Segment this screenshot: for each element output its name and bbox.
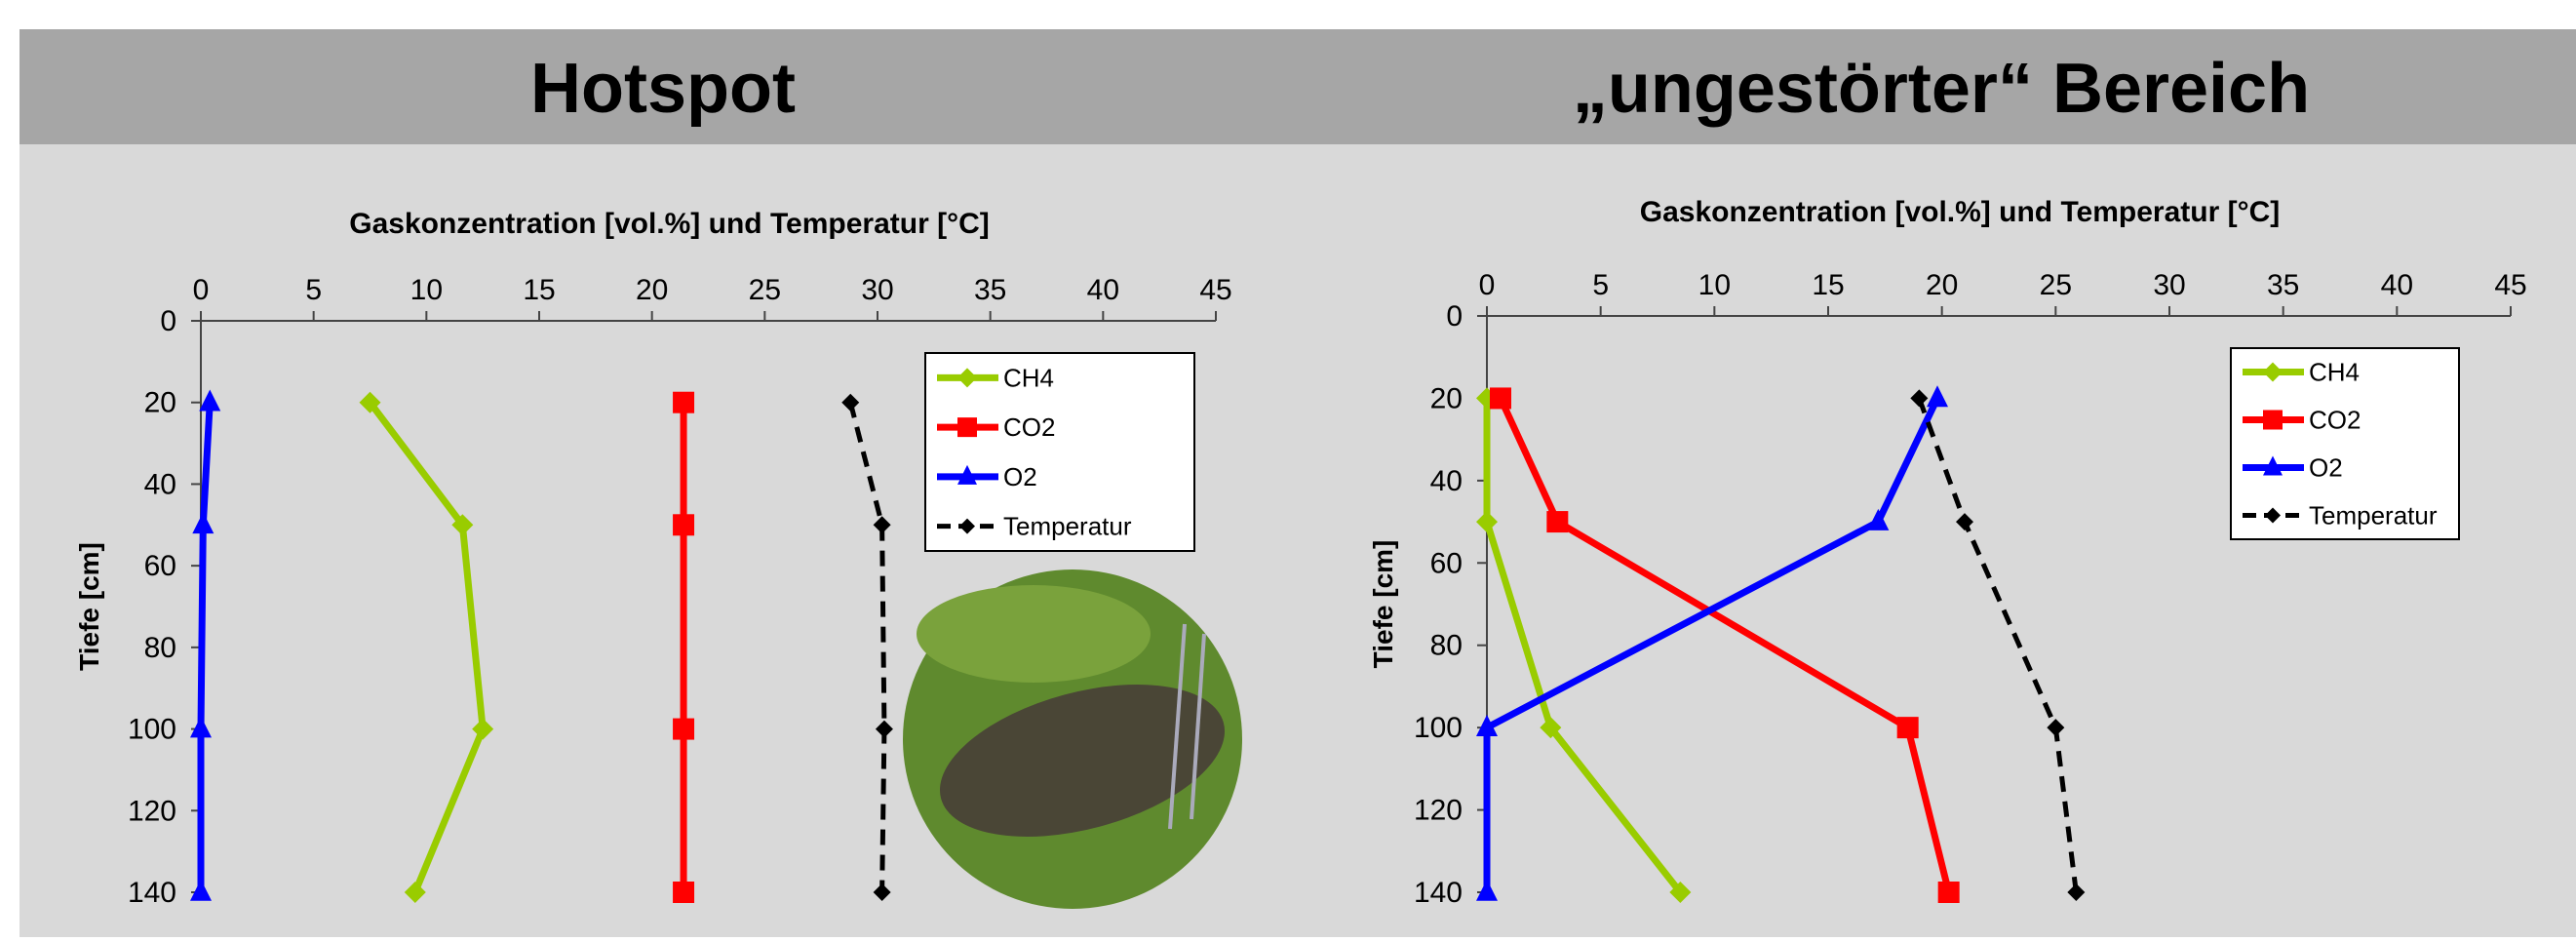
data-point — [1897, 717, 1919, 738]
y-tick-label: 140 — [128, 877, 176, 909]
y-tick-label: 40 — [1430, 465, 1463, 497]
slide: Hotspot Gaskonzentration [vol.%] und Temp… — [0, 0, 2576, 937]
data-point — [673, 882, 694, 903]
data-point — [673, 719, 694, 740]
y-tick-label: 40 — [144, 468, 176, 500]
x-tick-label: 30 — [861, 274, 893, 306]
x-tick-label: 20 — [1926, 269, 1958, 301]
x-tick-label: 30 — [2153, 269, 2185, 301]
y-tick-label: 60 — [1430, 547, 1463, 579]
legend-label: Temperatur — [1003, 512, 1132, 541]
legend-label: CH4 — [1003, 363, 1054, 392]
page: Hotspot Gaskonzentration [vol.%] und Temp… — [0, 0, 2576, 942]
y-tick-label: 100 — [1414, 712, 1463, 744]
legend-label: O2 — [2309, 453, 2343, 483]
y-tick-label: 20 — [144, 387, 176, 419]
x-tick-label: 0 — [193, 274, 210, 306]
y-tick-label: 0 — [160, 305, 176, 337]
x-tick-label: 45 — [1199, 274, 1231, 306]
panel-background — [20, 144, 2576, 937]
x-tick-label: 35 — [974, 274, 1006, 306]
data-point — [1938, 882, 1960, 903]
x-tick-label: 25 — [749, 274, 781, 306]
x-tick-label: 0 — [1479, 269, 1496, 301]
y-axis-label: Tiefe [cm] — [1368, 540, 1398, 669]
x-tick-label: 10 — [1698, 269, 1731, 301]
panel-title: „ungestörter“ Bereich — [1573, 50, 2310, 128]
legend-marker — [957, 417, 977, 437]
legend-label: Temperatur — [2309, 501, 2438, 530]
y-tick-label: 60 — [144, 550, 176, 582]
x-tick-label: 35 — [2267, 269, 2299, 301]
y-tick-label: 20 — [1430, 382, 1463, 414]
legend-label: CH4 — [2309, 358, 2360, 387]
legend-label: CO2 — [2309, 406, 2361, 435]
x-tick-label: 25 — [2040, 269, 2072, 301]
x-tick-label: 15 — [523, 274, 555, 306]
data-point — [673, 514, 694, 535]
legend-label: O2 — [1003, 462, 1037, 491]
x-axis-label: Gaskonzentration [vol.%] und Temperatur … — [349, 208, 989, 240]
x-tick-label: 20 — [636, 274, 668, 306]
x-tick-label: 10 — [410, 274, 443, 306]
data-point — [1490, 387, 1511, 409]
x-tick-label: 5 — [1592, 269, 1609, 301]
y-tick-label: 100 — [128, 714, 176, 746]
x-axis-label: Gaskonzentration [vol.%] und Temperatur … — [1640, 196, 2280, 228]
x-tick-label: 40 — [2381, 269, 2413, 301]
x-tick-label: 5 — [305, 274, 322, 306]
data-point — [673, 392, 694, 413]
y-axis-label: Tiefe [cm] — [74, 542, 104, 671]
y-tick-label: 140 — [1414, 877, 1463, 909]
legend-marker — [2263, 411, 2283, 430]
y-tick-label: 120 — [128, 795, 176, 827]
legend-label: CO2 — [1003, 412, 1055, 442]
photo — [903, 569, 1242, 909]
y-tick-label: 80 — [1430, 630, 1463, 662]
y-tick-label: 120 — [1414, 795, 1463, 827]
x-tick-label: 40 — [1087, 274, 1119, 306]
y-tick-label: 0 — [1446, 300, 1463, 333]
data-point — [1546, 511, 1568, 532]
y-tick-label: 80 — [144, 632, 176, 664]
x-tick-label: 15 — [1812, 269, 1844, 301]
x-tick-label: 45 — [2494, 269, 2526, 301]
panel-title: Hotspot — [530, 50, 796, 128]
